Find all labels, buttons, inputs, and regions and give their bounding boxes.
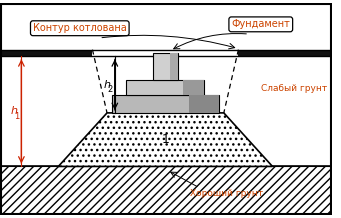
Text: h: h — [104, 80, 110, 90]
Polygon shape — [0, 56, 332, 166]
Polygon shape — [0, 3, 332, 50]
Text: 2: 2 — [107, 85, 113, 94]
Bar — [112, 95, 219, 113]
Text: Слабый грунт: Слабый грунт — [261, 84, 327, 93]
Text: 1: 1 — [162, 133, 169, 146]
Text: 1: 1 — [14, 112, 19, 121]
Polygon shape — [0, 50, 332, 56]
Bar — [170, 53, 178, 80]
Bar — [127, 80, 204, 95]
Text: Фундамент: Фундамент — [231, 19, 290, 29]
Bar — [153, 53, 178, 80]
Polygon shape — [0, 166, 332, 215]
Polygon shape — [58, 113, 272, 166]
Text: Хороший грунт: Хороший грунт — [190, 189, 263, 198]
Bar — [189, 95, 219, 113]
Bar — [182, 80, 204, 95]
Text: h: h — [10, 106, 17, 116]
Text: Контур котлована: Контур котлована — [33, 23, 127, 33]
Polygon shape — [92, 50, 238, 56]
